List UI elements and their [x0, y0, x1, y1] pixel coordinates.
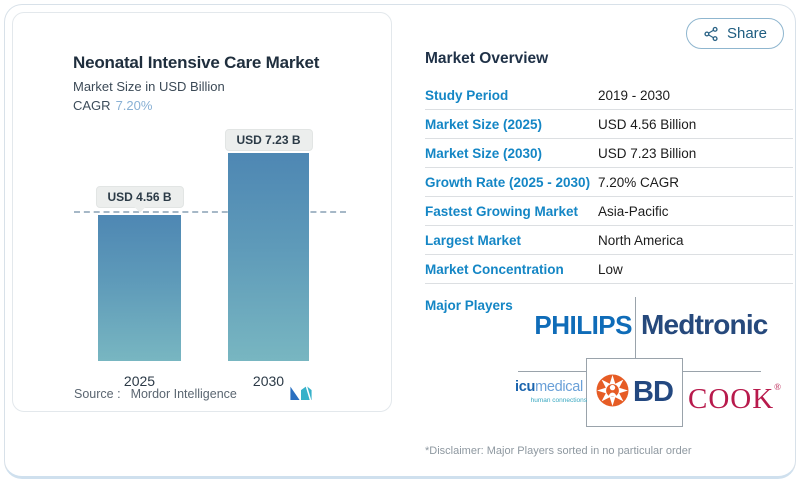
mordor-intelligence-logo-icon [289, 384, 313, 405]
connector-line [635, 297, 636, 358]
bar-value-label: USD 4.56 B [95, 186, 184, 208]
table-row: Largest Market North America [425, 226, 793, 255]
row-value: North America [598, 232, 684, 248]
chart-title: Neonatal Intensive Care Market [73, 53, 320, 72]
bar-group-2025: USD 4.56 B 2025 [95, 123, 184, 389]
chart-panel: Neonatal Intensive Care Market Market Si… [12, 12, 392, 412]
major-players-logos: PHILIPS Medtronic BD icumedical human co… [425, 297, 793, 437]
major-players-label: Major Players [425, 298, 513, 313]
x-axis-tick: 2025 [123, 373, 156, 389]
cagr-value: 7.20% [115, 98, 153, 113]
chart-cagr: CAGR 7.20% [73, 98, 371, 113]
row-label: Largest Market [425, 232, 522, 248]
row-label: Market Concentration [425, 261, 564, 277]
overview-panel: Market Overview Study Period 2019 - 2030… [425, 45, 793, 482]
cook-logo: COOK® [688, 382, 782, 415]
row-value: USD 4.56 Billion [598, 116, 697, 132]
row-label: Growth Rate (2025 - 2030) [425, 174, 591, 190]
table-row: Market Concentration Low [425, 255, 793, 284]
row-value: USD 7.23 Billion [598, 145, 697, 161]
row-value: 2019 - 2030 [598, 87, 671, 103]
table-row: Study Period 2019 - 2030 [425, 81, 793, 110]
bar-group-2030: USD 7.23 B 2030 [224, 123, 313, 389]
bd-logo: BD [586, 358, 683, 427]
bd-wordmark: BD [633, 376, 674, 408]
source-value: Mordor Intelligence [130, 387, 237, 401]
share-button[interactable]: Share [685, 18, 784, 49]
connector-line [683, 371, 761, 372]
philips-logo: PHILIPS [534, 310, 632, 340]
row-label: Market Size (2025) [425, 116, 543, 132]
row-value: 7.20% CAGR [598, 174, 680, 190]
bar [228, 153, 309, 361]
x-axis-tick: 2030 [252, 373, 285, 389]
overview-table: Study Period 2019 - 2030 Market Size (20… [425, 81, 793, 284]
overview-heading: Market Overview [425, 50, 549, 67]
row-label: Study Period [425, 87, 509, 103]
bd-sunburst-icon [596, 374, 629, 412]
row-label: Fastest Growing Market [425, 203, 579, 219]
row-label: Market Size (2030) [425, 145, 543, 161]
source-row: Source : Mordor Intelligence [74, 384, 375, 404]
bar-value-label: USD 7.23 B [224, 129, 313, 151]
icu-tagline: human connections [530, 397, 587, 404]
table-row: Market Size (2025) USD 4.56 Billion [425, 110, 793, 139]
table-row: Fastest Growing Market Asia-Pacific [425, 197, 793, 226]
share-icon [703, 26, 719, 42]
disclaimer-text: *Disclaimer: Major Players sorted in no … [425, 445, 692, 457]
table-row: Market Size (2030) USD 7.23 Billion [425, 139, 793, 168]
connector-line [518, 371, 586, 372]
bar-chart: USD 4.56 B 2025 USD 7.23 B 2030 [74, 123, 346, 389]
share-label: Share [726, 25, 767, 42]
cagr-label: CAGR [73, 98, 111, 113]
source-label: Source : [74, 387, 121, 401]
table-row: Growth Rate (2025 - 2030) 7.20% CAGR [425, 168, 793, 197]
registered-mark: ® [774, 382, 782, 392]
icu-medical-logo: icumedical human connections [515, 379, 587, 404]
bar [98, 215, 181, 361]
chart-subtitle: Market Size in USD Billion [73, 79, 225, 94]
row-value: Asia-Pacific [598, 203, 669, 219]
medtronic-logo: Medtronic [641, 309, 768, 340]
row-value: Low [598, 261, 623, 277]
reference-dashed-line [74, 211, 346, 213]
